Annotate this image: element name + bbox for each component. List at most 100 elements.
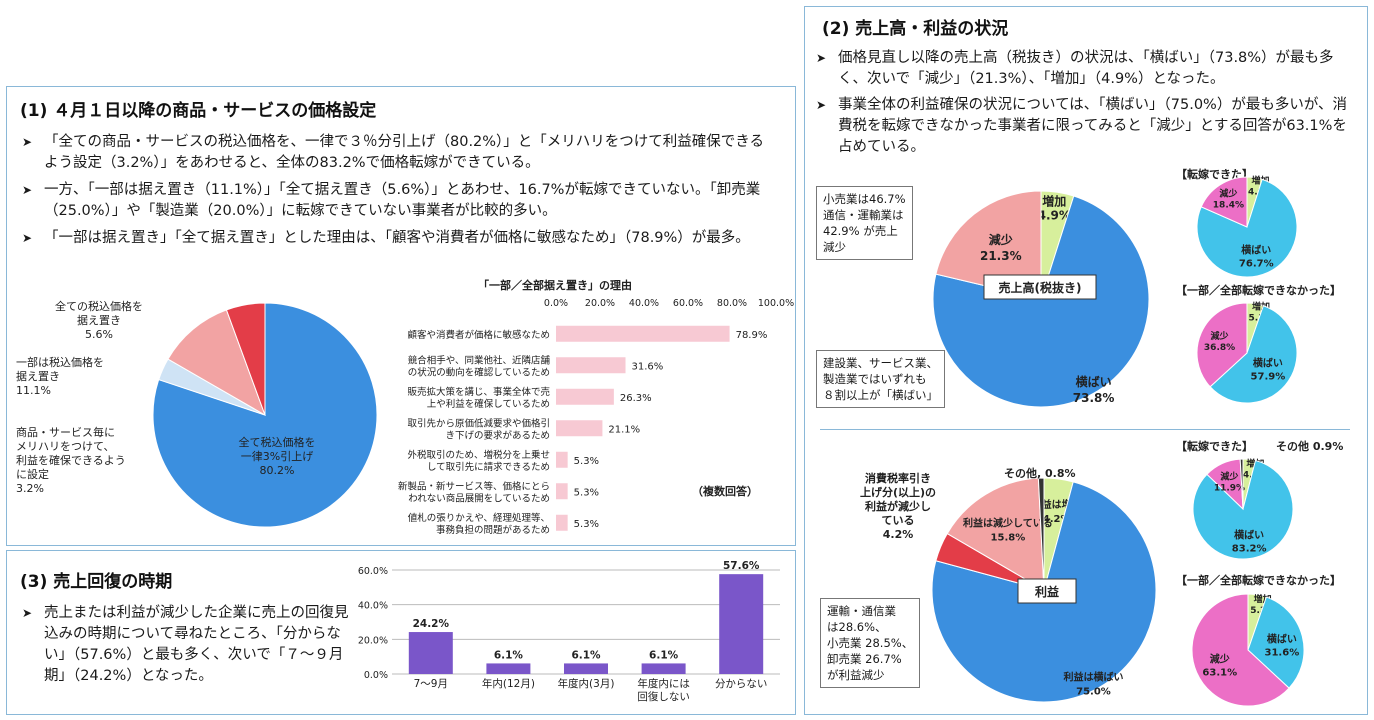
- pie-slice-2: [167, 309, 266, 417]
- bar-value-label: 5.3%: [574, 519, 599, 530]
- sec2-bullet-2: ➤ 事業全体の利益確保の状況については、「横ばい」（75.0%）が最も多いが、消…: [816, 97, 1348, 155]
- category-label: 分からない: [715, 678, 768, 690]
- bar-value-label: 6.1%: [494, 649, 524, 661]
- pie-slice-2: [1196, 302, 1248, 388]
- bar-value-label: 31.6%: [632, 361, 664, 372]
- profit-not-passed-title: 【一部／全部転嫁できなかった】: [1176, 574, 1341, 587]
- bar: [486, 663, 531, 674]
- bar: [556, 483, 568, 500]
- category-label: 値札の張りかえや、経理処理等、事務負担の問題があるため: [408, 512, 550, 536]
- sales-center-label: 売上高(税抜き): [999, 280, 1082, 295]
- price-setting-pie: [152, 302, 378, 528]
- bullet-arrow-icon: ➤: [22, 183, 33, 197]
- x-tick-label: 40.0%: [629, 298, 659, 309]
- pie-slice-2: [1200, 176, 1248, 228]
- pie-label-2: 減少 21.3%: [980, 232, 1022, 263]
- profit-center-label: 利益: [1035, 584, 1059, 599]
- reasons-chart-title: 「一部／全部据え置き」の理由: [478, 279, 632, 292]
- bar-value-label: 21.1%: [608, 424, 640, 435]
- profit-label-tax: 消費税率引き 上げ分(以上)の 利益が減少し ている 4.2%: [859, 472, 937, 541]
- profit-passed-title: 【転嫁できた】: [1176, 440, 1253, 453]
- bar: [556, 420, 603, 437]
- bar-value-label: 24.2%: [413, 618, 450, 630]
- pie-slice-1: [932, 195, 1150, 408]
- pie-label-1: 横ばい 83.2%: [1232, 529, 1267, 555]
- reasons-note: （複数回答）: [692, 485, 758, 498]
- bullet-arrow-icon: ➤: [22, 135, 33, 149]
- bar-value-label: 5.3%: [574, 487, 599, 498]
- x-tick-label: 100.0%: [758, 298, 794, 309]
- pie-slice-2: [1191, 593, 1290, 707]
- category-label: 新製品・新サービス等、価格にとらわれない商品展開をしているため: [398, 480, 550, 504]
- pie-slice-1: [1247, 596, 1305, 689]
- pie-slice-1: [1209, 305, 1298, 404]
- profit-label-other: その他, 0.8%: [1004, 467, 1076, 480]
- bar: [408, 632, 453, 674]
- sec2-bullet-1: ➤ 価格見直し以降の売上高（税抜き）の状況は、「横ばい」（73.8%）が最も多く…: [816, 50, 1334, 87]
- pie-label-all-kept: 全ての税込価格を 据え置き 5.6%: [55, 300, 143, 341]
- pie-slice-3: [225, 302, 266, 416]
- category-label: 外税取引のため、増税分を上乗せして取引先に請求できるため: [407, 449, 550, 473]
- sec1-bullet-1: ➤ 「全ての商品・サービスの税込価格を、一律で３％分引上げ（80.2%）」と「メ…: [22, 134, 765, 171]
- section3-title: (3) 売上回復の時期: [20, 572, 173, 592]
- pie-label-1: 横ばい 57.9%: [1251, 357, 1286, 383]
- y-tick-label: 40.0%: [358, 601, 388, 612]
- category-label: 顧客や消費者が価格に敏感なため: [407, 329, 550, 341]
- pie-slice-3: [1239, 458, 1244, 510]
- category-label: 販売拡大策を講じ、事業全体で売上や利益を確保しているため: [407, 386, 550, 410]
- bar: [641, 663, 686, 674]
- bullet-arrow-icon: ➤: [22, 606, 33, 620]
- x-tick-label: 20.0%: [585, 298, 615, 309]
- y-tick-label: 0.0%: [364, 670, 388, 681]
- section2-title: (2) 売上高・利益の状況: [822, 19, 1009, 39]
- pie-label-2: 減少 18.4%: [1213, 188, 1244, 211]
- pie-label-3: 利益は減少している 15.8%: [963, 517, 1053, 544]
- sec3-bullet: ➤ 売上または利益が減少した企業に売上の回復見込みの時期について尋ねたところ、「…: [22, 605, 349, 684]
- bar: [564, 663, 608, 674]
- bar-value-label: 78.9%: [736, 330, 768, 341]
- category-label: 年度内(3月): [558, 677, 615, 690]
- bar-value-label: 6.1%: [649, 649, 679, 661]
- pie-label-1: 横ばい 76.7%: [1239, 244, 1274, 270]
- bullet-arrow-icon: ➤: [816, 51, 827, 65]
- sales-pie: 増加 4.9% 横ばい 73.8% 減少 21.3% 売上高(税抜き): [932, 190, 1150, 408]
- pie-label-merihari: 商品・サービス毎に メリハリをつけて、 利益を確保できるよう に設定 3.2%: [16, 426, 126, 495]
- section-recovery: [6, 550, 796, 715]
- sales-center-box: [983, 274, 1097, 300]
- sales-note-top: 小売業は46.7% 通信・運輸業は 42.9% が売上 減少: [816, 186, 913, 260]
- bar-value-label: 5.3%: [574, 456, 599, 467]
- bar: [556, 357, 626, 374]
- category-label: 年度内には回復しない: [637, 677, 690, 703]
- bar-value-label: 57.6%: [723, 560, 760, 572]
- profit-center-box: [1017, 578, 1077, 604]
- section-price-setting: [6, 86, 796, 546]
- reasons-bar-chart: 0.0% 20.0% 40.0% 60.0% 80.0% 100.0% 顧客や消費者が価格に…: [398, 298, 794, 536]
- sales-passed-title: 【転嫁できた】: [1176, 168, 1253, 181]
- section1-title: (1) ４月１日以降の商品・サービスの価格設定: [20, 101, 377, 121]
- pie-label-2: 減少 36.8%: [1204, 330, 1235, 353]
- recovery-bar-chart: 0.0% 20.0% 40.0% 60.0% 24.2% 7～9月 6.1% 年内(12月) 6…: [358, 560, 780, 703]
- bar: [556, 388, 614, 405]
- x-tick-label: 60.0%: [673, 298, 703, 309]
- sales-not-passed-title: 【一部／全部転嫁できなかった】: [1176, 284, 1341, 297]
- pie-slice-4: [1037, 477, 1045, 591]
- sales-note-bottom: 建設業、サービス業、 製造業ではいずれも ８割以上が「横ばい」: [816, 350, 945, 408]
- category-label: 年内(12月): [482, 677, 535, 690]
- profit-passed-other: その他 0.9%: [1276, 440, 1344, 453]
- bullet-arrow-icon: ➤: [22, 231, 33, 245]
- bullet-arrow-icon: ➤: [816, 98, 827, 112]
- bar-value-label: 6.1%: [571, 649, 601, 661]
- x-tick-label: 0.0%: [544, 298, 568, 309]
- profit-note-bottom: 運輸・通信業 は28.6%、 小売業 28.5%、 卸売業 26.7% が利益減…: [820, 598, 921, 688]
- category-label: 競合相手や、同業他社、近隣店舗の状況の動向を確認しているため: [408, 354, 551, 378]
- pie-slice-3: [946, 477, 1045, 591]
- bar-value-label: 26.3%: [620, 393, 652, 404]
- sec1-bullet-2: ➤ 一方、「一部は据え置き（11.1%）」「全て据え置き（5.6%）」とあわせ、…: [22, 182, 761, 219]
- bar: [556, 451, 568, 468]
- pie-label-2: 減少 63.1%: [1202, 652, 1237, 678]
- sec1-bullet-3: ➤ 「一部は据え置き」「全て据え置き」とした理由は、「顧客や消費者が価格に敏感な…: [22, 228, 777, 249]
- section2-divider: [820, 429, 1350, 430]
